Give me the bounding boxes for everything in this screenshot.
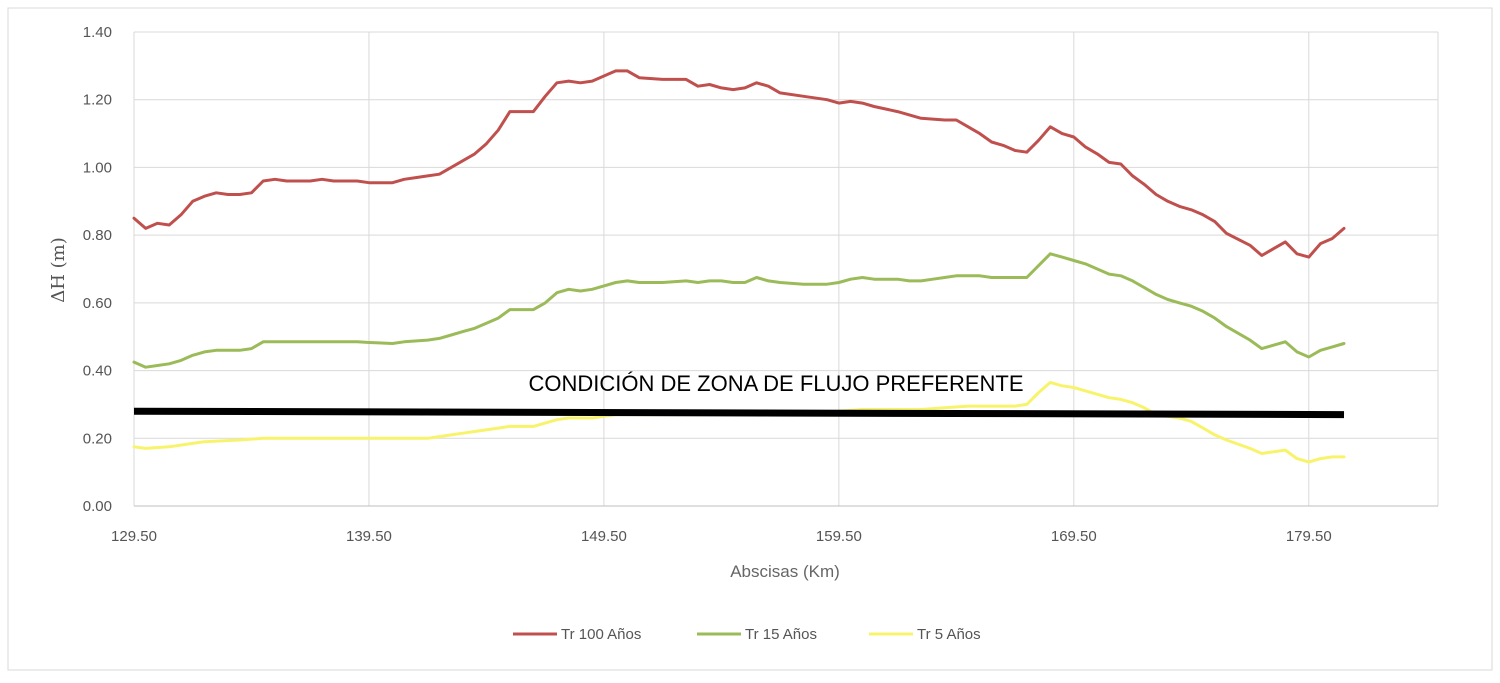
chart-border: [7, 7, 1493, 671]
y-tick-label: 1.00: [83, 159, 112, 176]
y-tick-label: 1.20: [83, 92, 112, 109]
series-line-0: [132, 69, 1346, 259]
y-tick-label: 0.80: [83, 227, 112, 244]
x-axis-title: Abscisas (Km): [730, 562, 840, 581]
threshold-label: CONDICIÓN DE ZONA DE FLUJO PREFERENTE: [528, 371, 1023, 396]
y-axis-ticks: 0.00 0.20 0.40 0.60 0.80 1.00 1.20 1.40: [83, 24, 112, 515]
x-tick-label: 129.50: [111, 528, 157, 545]
x-tick-label: 179.50: [1286, 528, 1332, 545]
legend-label-1: Tr 15 Años: [745, 626, 817, 643]
y-tick-label: 1.40: [83, 24, 112, 41]
y-tick-label: 0.20: [83, 430, 112, 447]
legend: Tr 100 Años Tr 15 Años Tr 5 Años: [513, 626, 981, 643]
threshold-line: [133, 407, 1345, 419]
legend-label-2: Tr 5 Años: [917, 626, 981, 643]
x-tick-label: 159.50: [816, 528, 862, 545]
x-tick-label: 139.50: [346, 528, 392, 545]
y-tick-label: 0.00: [83, 498, 112, 515]
y-axis-title: ΔH (m): [48, 237, 69, 303]
x-axis-ticks: 129.50 139.50 149.50 159.50 169.50 179.50: [111, 528, 1332, 545]
series-line-1: [132, 252, 1346, 369]
x-tick-label: 149.50: [581, 528, 627, 545]
legend-label-0: Tr 100 Años: [561, 626, 641, 643]
y-tick-label: 0.40: [83, 363, 112, 380]
x-tick-label: 169.50: [1051, 528, 1097, 545]
threshold-group: CONDICIÓN DE ZONA DE FLUJO PREFERENTE: [133, 371, 1345, 419]
y-tick-label: 0.60: [83, 295, 112, 312]
